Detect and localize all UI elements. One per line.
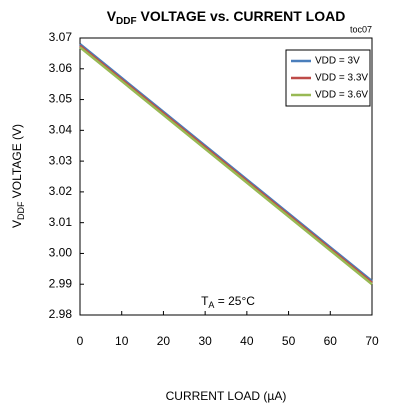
y-tick-label: 3.07 [49, 30, 73, 44]
y-tick-label: 3.00 [49, 246, 73, 260]
x-tick-label: 0 [77, 334, 84, 348]
y-tick-label: 3.06 [49, 61, 73, 75]
annotation-sub: A [208, 300, 214, 310]
y-tick-label: 3.02 [49, 184, 73, 198]
series-line [79, 46, 373, 286]
label-part: V [10, 220, 24, 228]
y-tick-label: 2.99 [49, 276, 73, 290]
x-axis-label: CURRENT LOAD (µA) [166, 389, 287, 403]
y-tick-label: 3.01 [49, 215, 73, 229]
x-tick-label: 20 [157, 334, 171, 348]
title-part: V [107, 8, 117, 24]
y-axis-label: VDDF VOLTAGE (V) [10, 124, 26, 228]
annotation: TA = 25°C [201, 294, 255, 310]
title-part: VOLTAGE vs. CURRENT LOAD [137, 8, 346, 24]
y-tick-label: 3.03 [49, 153, 73, 167]
title-sub: DDF [116, 16, 137, 27]
y-tick-label: 2.98 [49, 307, 73, 321]
x-tick-label: 60 [324, 334, 338, 348]
x-tick-label: 50 [282, 334, 296, 348]
x-tick-label: 40 [240, 334, 254, 348]
y-tick-label: 3.05 [49, 92, 73, 106]
annotation-part: T [201, 294, 209, 308]
x-tick-label: 30 [198, 334, 212, 348]
label-part: VOLTAGE (V) [10, 124, 24, 202]
x-tick-label: 70 [365, 334, 379, 348]
legend-label: VDD = 3.3V [315, 73, 368, 84]
annotation-part: = 25°C [214, 294, 255, 308]
plot-area [79, 37, 373, 316]
x-tick-label: 10 [115, 334, 129, 348]
legend-label: VDD = 3V [315, 56, 360, 67]
legend-label: VDD = 3.6V [315, 90, 368, 101]
y-tick-label: 3.04 [49, 123, 73, 137]
label-sub: DDF [16, 201, 26, 220]
figure-code: toc07 [350, 24, 372, 34]
chart-title: VDDF VOLTAGE vs. CURRENT LOAD [107, 8, 346, 27]
